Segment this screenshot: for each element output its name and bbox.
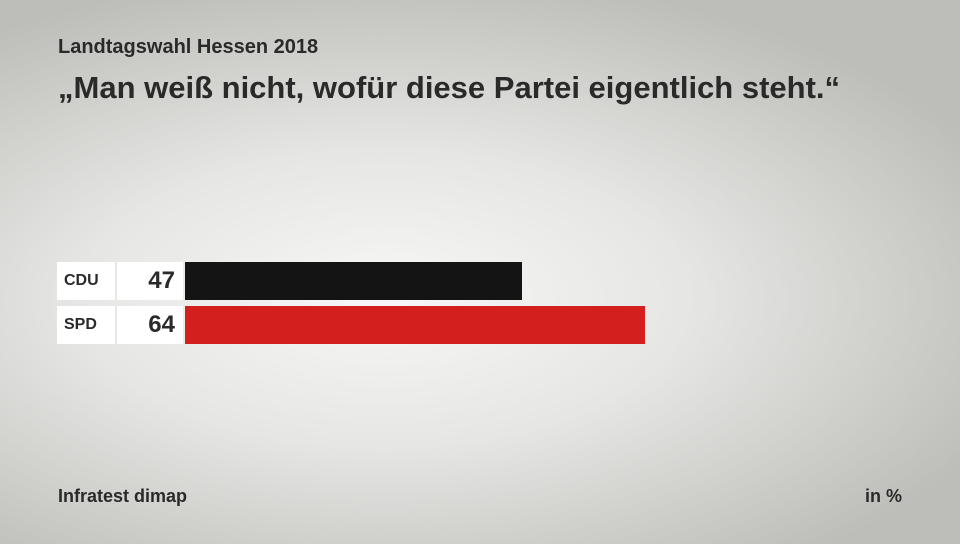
category-label: SPD xyxy=(57,306,115,344)
bar xyxy=(185,306,645,344)
category-label: CDU xyxy=(57,262,115,300)
bar xyxy=(185,262,523,300)
chart-subtitle: Landtagswahl Hessen 2018 xyxy=(58,36,319,58)
chart-title: „Man weiß nicht, wofür diese Partei eige… xyxy=(58,70,841,105)
source: Infratest dimap xyxy=(58,486,188,506)
unit-label: in % xyxy=(864,486,902,506)
value-label: 47 xyxy=(117,262,183,300)
value-label: 64 xyxy=(117,306,183,344)
